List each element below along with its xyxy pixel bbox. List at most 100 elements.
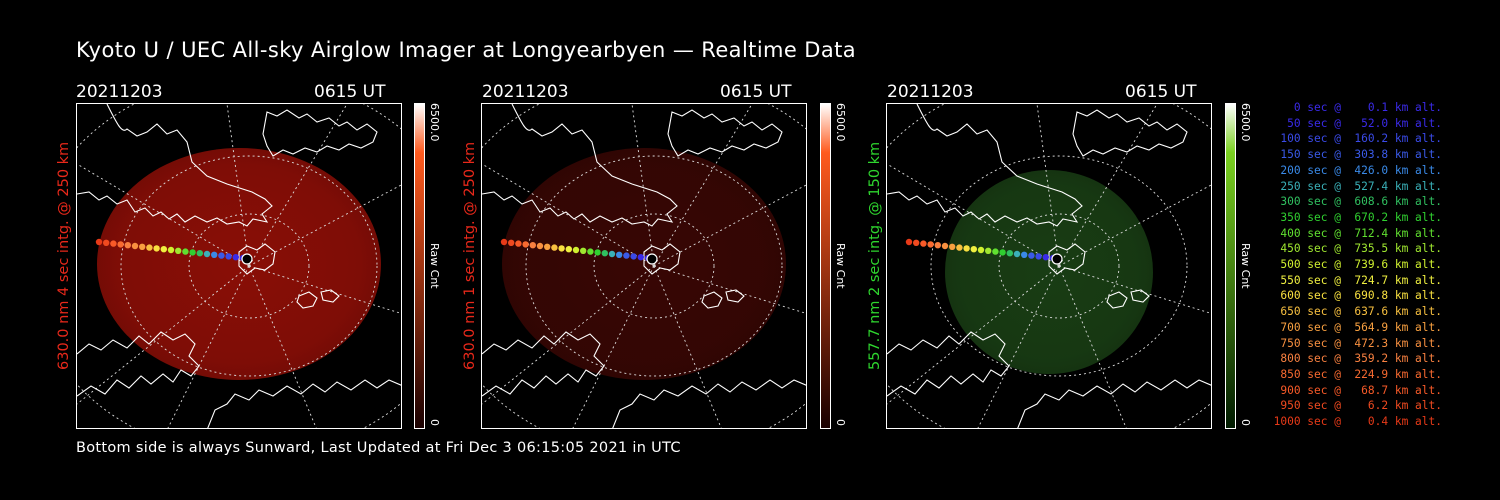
trajectory-point <box>95 238 103 246</box>
panel-2-date: 20211203 <box>482 82 569 102</box>
lat-lon-grid <box>887 104 1211 428</box>
airglow-image <box>945 170 1153 374</box>
legend-entry: 750 sec @ 472.3 km alt. <box>1273 336 1442 350</box>
trajectory-time-altitude-legend: 0 sec @ 0.1 km alt. 50 sec @ 52.0 km alt… <box>1260 101 1442 433</box>
trajectory-point <box>587 248 594 255</box>
legend-entry: 800 sec @ 359.2 km alt. <box>1273 352 1442 366</box>
trajectory-point <box>160 246 167 253</box>
legend-entry: 100 sec @ 160.2 km alt. <box>1273 132 1442 146</box>
legend-entry: 0 sec @ 0.1 km alt. <box>1273 101 1442 114</box>
trajectory-point <box>999 249 1006 256</box>
trajectory-point <box>594 249 601 256</box>
trajectory-point <box>956 244 963 251</box>
panel-1-date: 20211203 <box>76 82 163 102</box>
legend-entry: 600 sec @ 690.8 km alt. <box>1273 289 1442 303</box>
panel-1-colorbar-unit: Raw Cnt <box>428 243 441 289</box>
legend-entry: 250 sec @ 527.4 km alt. <box>1273 179 1442 193</box>
panel-1-allsky-image <box>76 103 402 429</box>
panel-2-colorbar <box>820 103 831 429</box>
trajectory-point <box>985 247 992 254</box>
panel-3-date: 20211203 <box>887 82 974 102</box>
trajectory-point <box>992 248 999 255</box>
legend-entry: 650 sec @ 637.6 km alt. <box>1273 305 1442 319</box>
trajectory-point <box>522 241 529 248</box>
coastlines <box>887 104 1211 428</box>
trajectory-point <box>500 238 508 246</box>
trajectory-point <box>616 251 623 258</box>
trajectory-point <box>196 250 203 257</box>
legend-entry: 500 sec @ 739.6 km alt. <box>1273 258 1442 271</box>
panel-1-colorbar-max: 6500.0 <box>428 103 441 142</box>
trajectory-point <box>139 243 146 250</box>
trajectory-point <box>551 244 558 251</box>
trajectory-point <box>131 242 139 250</box>
panel-1-time: 0615 UT <box>314 82 386 102</box>
trajectory-point <box>1013 250 1021 258</box>
trajectory-point <box>117 241 124 248</box>
page-title: Kyoto U / UEC All-sky Airglow Imager at … <box>76 38 857 62</box>
legend-entry: 550 sec @ 724.7 km alt. <box>1273 273 1442 287</box>
legend-entry: 50 sec @ 52.0 km alt. <box>1273 116 1442 130</box>
allsky-map <box>482 104 806 428</box>
lat-lon-grid <box>77 104 401 428</box>
panel-2-time: 0615 UT <box>720 82 792 102</box>
legend-entry: 400 sec @ 712.4 km alt. <box>1273 226 1442 240</box>
panel-2-colorbar-unit: Raw Cnt <box>834 243 847 289</box>
trajectory-point <box>1028 252 1035 259</box>
trajectory-point <box>558 245 565 252</box>
trajectory-point <box>1042 254 1049 261</box>
panel-3-colorbar-min: 0 <box>1239 419 1252 426</box>
trajectory-point <box>572 246 580 254</box>
panel-3-colorbar <box>1225 103 1236 429</box>
trajectory-point <box>232 254 239 261</box>
legend-entry: 350 sec @ 670.2 km alt. <box>1273 210 1442 224</box>
trajectory <box>95 238 247 262</box>
trajectory-point <box>153 245 160 252</box>
panel-3-colorbar-max: 6500.0 <box>1239 103 1252 142</box>
trajectory <box>500 238 652 262</box>
coastlines <box>77 104 401 428</box>
panel-1-wavelength-label: 630.0 nm 4 sec intg. @ 250 km <box>56 141 72 370</box>
legend-entry: 850 sec @ 224.9 km alt. <box>1273 367 1442 381</box>
panel-3-wavelength-label: 557.7 nm 2 sec intg. @ 150 km <box>867 141 883 370</box>
panel-1-colorbar <box>414 103 425 429</box>
trajectory <box>905 238 1057 262</box>
last-updated-footer: Bottom side is always Sunward, Last Upda… <box>76 440 681 456</box>
trajectory-point <box>905 238 913 246</box>
trajectory-point <box>218 252 225 259</box>
trajectory-endpoint <box>241 253 253 265</box>
panel-2-colorbar-max: 6500.0 <box>834 103 847 142</box>
trajectory-point <box>637 254 644 261</box>
trajectory-point <box>963 245 970 252</box>
trajectory-point <box>630 253 637 260</box>
coastlines <box>482 104 806 428</box>
trajectory-point <box>536 242 544 250</box>
trajectory-point <box>103 239 110 246</box>
trajectory-point <box>1035 253 1042 260</box>
legend-entry: 1000 sec @ 0.4 km alt. <box>1273 415 1442 428</box>
legend-entry: 900 sec @ 68.7 km alt. <box>1273 383 1442 397</box>
panel-1-colorbar-min: 0 <box>428 419 441 426</box>
trajectory-point <box>225 253 232 260</box>
trajectory-point <box>182 248 189 255</box>
trajectory-point <box>167 246 175 254</box>
trajectory-point <box>529 242 536 249</box>
trajectory-point <box>565 246 572 253</box>
trajectory-point <box>920 240 927 247</box>
legend-entry: 700 sec @ 564.9 km alt. <box>1273 320 1442 334</box>
allsky-map <box>887 104 1211 428</box>
trajectory-point <box>544 243 551 250</box>
panel-3-colorbar-unit: Raw Cnt <box>1239 243 1252 289</box>
panel-2-colorbar-min: 0 <box>834 419 847 426</box>
trajectory-point <box>175 247 182 254</box>
trajectory-point <box>941 242 949 250</box>
trajectory-endpoint <box>646 253 658 265</box>
trajectory-point <box>949 243 956 250</box>
trajectory-point <box>515 240 522 247</box>
trajectory-point <box>623 252 630 259</box>
legend-entry: 300 sec @ 608.6 km alt. <box>1273 195 1442 209</box>
trajectory-point <box>110 240 117 247</box>
panel-3-time: 0615 UT <box>1125 82 1197 102</box>
trajectory-point <box>508 239 515 246</box>
trajectory-point <box>1021 251 1028 258</box>
